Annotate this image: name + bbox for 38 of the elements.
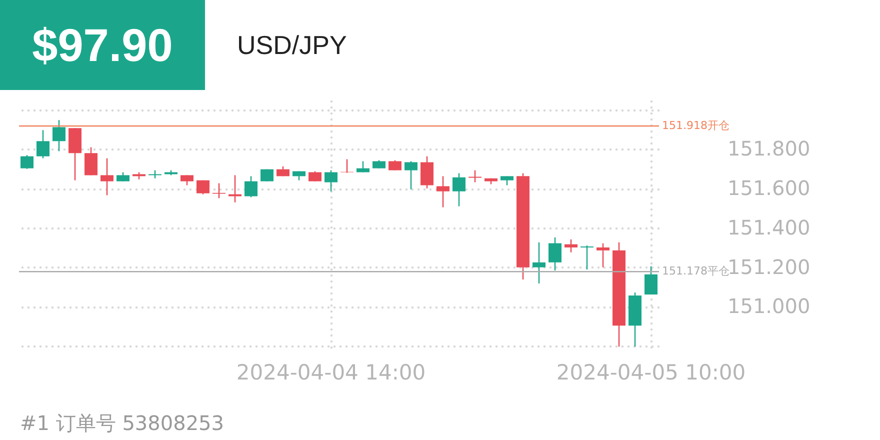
- candlestick: [580, 244, 594, 270]
- y-tick-label: 151.200: [728, 254, 810, 279]
- ref-line-label: 151.178平仓: [662, 264, 730, 278]
- candlestick: [180, 174, 194, 186]
- candlestick: [52, 119, 66, 152]
- candlestick: [36, 130, 50, 159]
- chart-subtitle: USD/JPY: [237, 30, 347, 60]
- x-tick-label: 2024-04-05 10:00: [556, 360, 746, 384]
- candlestick: [532, 242, 546, 284]
- candlestick: [548, 236, 562, 272]
- candlestick: [308, 170, 322, 182]
- candlestick: [84, 146, 98, 176]
- candlestick: [404, 160, 418, 190]
- candlestick: [260, 168, 274, 182]
- candlestick: [596, 242, 610, 268]
- candlestick: [564, 238, 578, 253]
- candlestick: [116, 172, 130, 182]
- x-tick-label: 2024-04-04 14:00: [236, 360, 426, 384]
- candlestick: [388, 160, 402, 171]
- candlestick: [20, 154, 34, 170]
- candlestick: [196, 180, 210, 195]
- candlestick: [244, 176, 258, 198]
- candlestick: [100, 158, 114, 196]
- y-tick-label: 151.400: [728, 215, 810, 240]
- candlestick: [228, 174, 242, 203]
- y-tick-label: 151.600: [728, 176, 810, 200]
- candlestick: [500, 176, 514, 186]
- ref-line-label: 151.918开仓: [662, 118, 730, 132]
- text: #1 订单号 53808253: [20, 410, 224, 437]
- candlestick: [324, 170, 338, 192]
- chart-title: $97.90: [0, 0, 205, 90]
- candlestick: [452, 172, 466, 207]
- y-tick-label: 151.000: [728, 294, 810, 318]
- candlestick: [468, 170, 482, 183]
- candlestick: [420, 156, 434, 189]
- candlestick: [644, 266, 658, 296]
- candlestick: [436, 176, 450, 208]
- y-tick-label: 151.800: [728, 136, 810, 161]
